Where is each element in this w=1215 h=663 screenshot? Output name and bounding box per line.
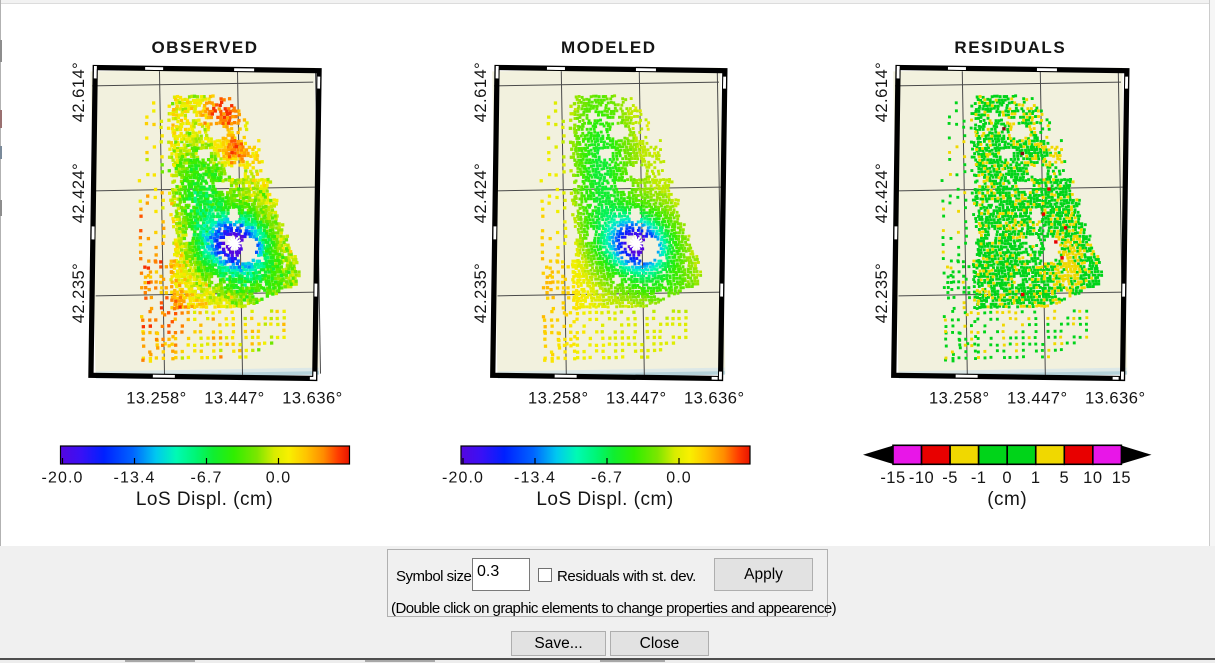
svg-text:42.235°: 42.235° (70, 263, 88, 324)
svg-text:13.447°: 13.447° (606, 390, 667, 408)
svg-text:42.424°: 42.424° (873, 163, 891, 224)
svg-text:-13.4: -13.4 (514, 470, 556, 487)
svg-text:-13.4: -13.4 (114, 470, 156, 487)
svg-text:0.0: 0.0 (266, 470, 292, 487)
svg-text:OBSERVED: OBSERVED (151, 38, 258, 57)
svg-text:13.447°: 13.447° (204, 390, 265, 408)
svg-text:42.235°: 42.235° (873, 263, 891, 324)
svg-text:15: 15 (1112, 469, 1131, 487)
svg-text:-20.0: -20.0 (42, 470, 84, 487)
svg-text:RESIDUALS: RESIDUALS (954, 38, 1066, 57)
svg-text:42.424°: 42.424° (472, 163, 490, 224)
svg-text:42.614°: 42.614° (873, 62, 891, 123)
svg-text:13.636°: 13.636° (684, 390, 745, 408)
svg-text:-5: -5 (942, 469, 958, 487)
svg-text:LoS Displ. (cm): LoS Displ. (cm) (136, 489, 273, 510)
svg-text:13.447°: 13.447° (1007, 390, 1068, 408)
svg-text:0: 0 (1002, 469, 1012, 487)
svg-text:-15: -15 (880, 469, 905, 487)
svg-text:MODELED: MODELED (561, 38, 657, 57)
svg-text:5: 5 (1059, 469, 1069, 487)
svg-text:(cm): (cm) (987, 489, 1027, 510)
svg-text:-6.7: -6.7 (191, 470, 223, 487)
svg-text:LoS Displ. (cm): LoS Displ. (cm) (536, 489, 673, 510)
svg-text:13.258°: 13.258° (126, 390, 187, 408)
svg-text:42.614°: 42.614° (70, 62, 88, 123)
svg-text:-1: -1 (971, 469, 987, 487)
svg-text:-20.0: -20.0 (442, 470, 484, 487)
svg-text:-6.7: -6.7 (591, 470, 623, 487)
svg-text:13.636°: 13.636° (282, 390, 343, 408)
svg-text:13.258°: 13.258° (528, 390, 589, 408)
svg-text:13.258°: 13.258° (929, 390, 990, 408)
svg-text:1: 1 (1031, 469, 1041, 487)
svg-text:42.235°: 42.235° (472, 263, 490, 324)
svg-text:0.0: 0.0 (666, 470, 692, 487)
svg-text:-10: -10 (909, 469, 934, 487)
svg-text:42.614°: 42.614° (472, 62, 490, 123)
svg-text:42.424°: 42.424° (70, 163, 88, 224)
svg-text:10: 10 (1083, 469, 1102, 487)
svg-text:13.636°: 13.636° (1085, 390, 1146, 408)
